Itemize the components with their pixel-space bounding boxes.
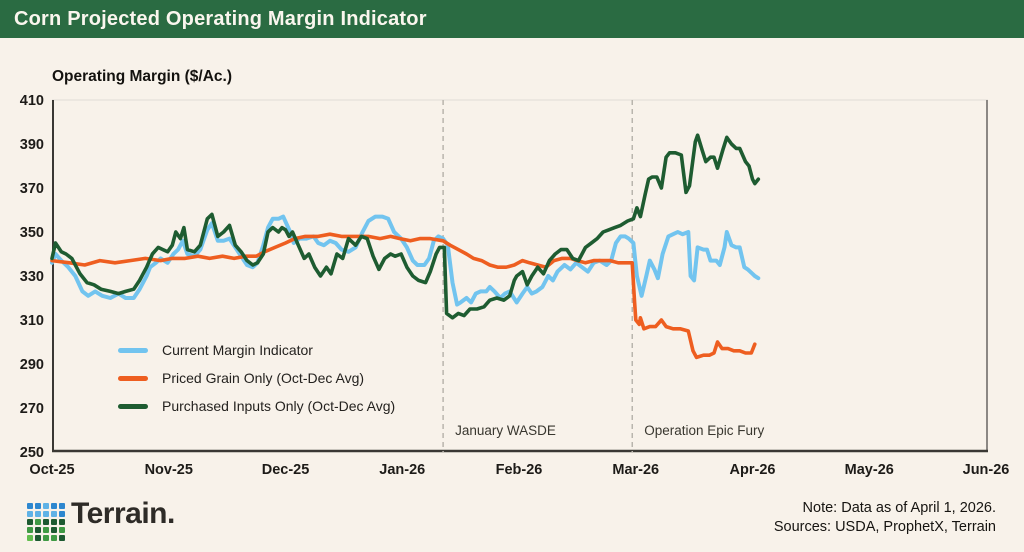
- legend-item: Priced Grain Only (Oct-Dec Avg): [118, 364, 395, 392]
- y-tick-label: 310: [20, 313, 44, 329]
- y-tick-label: 350: [20, 225, 44, 241]
- x-tick-label: Feb-26: [496, 462, 543, 478]
- legend: Current Margin Indicator Priced Grain Onl…: [118, 336, 395, 420]
- logo-grid-cell: [43, 511, 49, 517]
- logo-grid-cell: [51, 503, 57, 509]
- logo-grid-cell: [43, 503, 49, 509]
- logo-grid-cell: [35, 511, 41, 517]
- logo-grid-cell: [35, 519, 41, 525]
- logo-grid-cell: [43, 519, 49, 525]
- x-tick-label: Jun-26: [963, 462, 1010, 478]
- logo-grid-cell: [27, 503, 33, 509]
- logo-grid-cell: [27, 511, 33, 517]
- legend-item: Purchased Inputs Only (Oct-Dec Avg): [118, 392, 395, 420]
- annotation-label: January WASDE: [455, 423, 556, 438]
- logo-grid-cell: [43, 527, 49, 533]
- logo-grid-cell: [59, 527, 65, 533]
- logo-grid-cell: [35, 535, 41, 541]
- y-tick-label: 250: [20, 445, 44, 461]
- legend-swatch: [118, 403, 148, 409]
- y-tick-label: 370: [20, 181, 44, 197]
- logo-grid-cell: [51, 511, 57, 517]
- logo-grid-cell: [27, 527, 33, 533]
- logo-grid-cell: [51, 527, 57, 533]
- series-line-priced-grain-only-oct-dec-avg-: [50, 232, 757, 360]
- x-tick-label: May-26: [845, 462, 894, 478]
- logo-grid-cell: [35, 503, 41, 509]
- terrain-logo-grid-icon: [27, 503, 65, 541]
- y-tick-label: 410: [20, 93, 44, 109]
- logo-grid-cell: [27, 519, 33, 525]
- x-tick-label: Jan-26: [379, 462, 425, 478]
- logo-grid-cell: [27, 535, 33, 541]
- footnote: Note: Data as of April 1, 2026. Sources:…: [774, 499, 996, 537]
- logo-grid-cell: [43, 535, 49, 541]
- y-tick-label: 390: [20, 137, 44, 153]
- legend-swatch: [118, 375, 148, 381]
- y-axis-title: Operating Margin ($/Ac.): [52, 68, 232, 85]
- x-tick-label: Oct-25: [29, 462, 74, 478]
- logo-grid-cell: [59, 511, 65, 517]
- x-tick-label: Apr-26: [730, 462, 776, 478]
- logo-grid-cell: [51, 519, 57, 525]
- y-tick-label: 290: [20, 357, 44, 373]
- logo-grid-cell: [59, 519, 65, 525]
- y-tick-label: 270: [20, 401, 44, 417]
- legend-label: Current Margin Indicator: [162, 342, 313, 358]
- legend-swatch: [118, 347, 148, 353]
- footnote-line-1: Note: Data as of April 1, 2026.: [802, 500, 996, 516]
- x-tick-label: Dec-25: [262, 462, 310, 478]
- terrain-wordmark: Terrain.: [71, 497, 175, 530]
- logo-grid-cell: [59, 503, 65, 509]
- x-tick-label: Mar-26: [612, 462, 659, 478]
- header-bar: Corn Projected Operating Margin Indicato…: [0, 0, 1024, 38]
- page-title: Corn Projected Operating Margin Indicato…: [14, 7, 427, 30]
- y-tick-label: 330: [20, 269, 44, 285]
- legend-label: Purchased Inputs Only (Oct-Dec Avg): [162, 398, 396, 414]
- annotation-label: Operation Epic Fury: [644, 423, 764, 438]
- logo-grid-cell: [51, 535, 57, 541]
- footnote-line-2: Sources: USDA, ProphetX, Terrain: [773, 519, 996, 536]
- logo-grid-cell: [59, 535, 65, 541]
- series-line-purchased-inputs-only-oct-dec-avg-: [50, 133, 761, 320]
- legend-label: Priced Grain Only (Oct-Dec Avg): [162, 370, 365, 386]
- logo-grid-cell: [35, 527, 41, 533]
- legend-item: Current Margin Indicator: [118, 336, 395, 364]
- x-tick-label: Nov-25: [145, 462, 193, 478]
